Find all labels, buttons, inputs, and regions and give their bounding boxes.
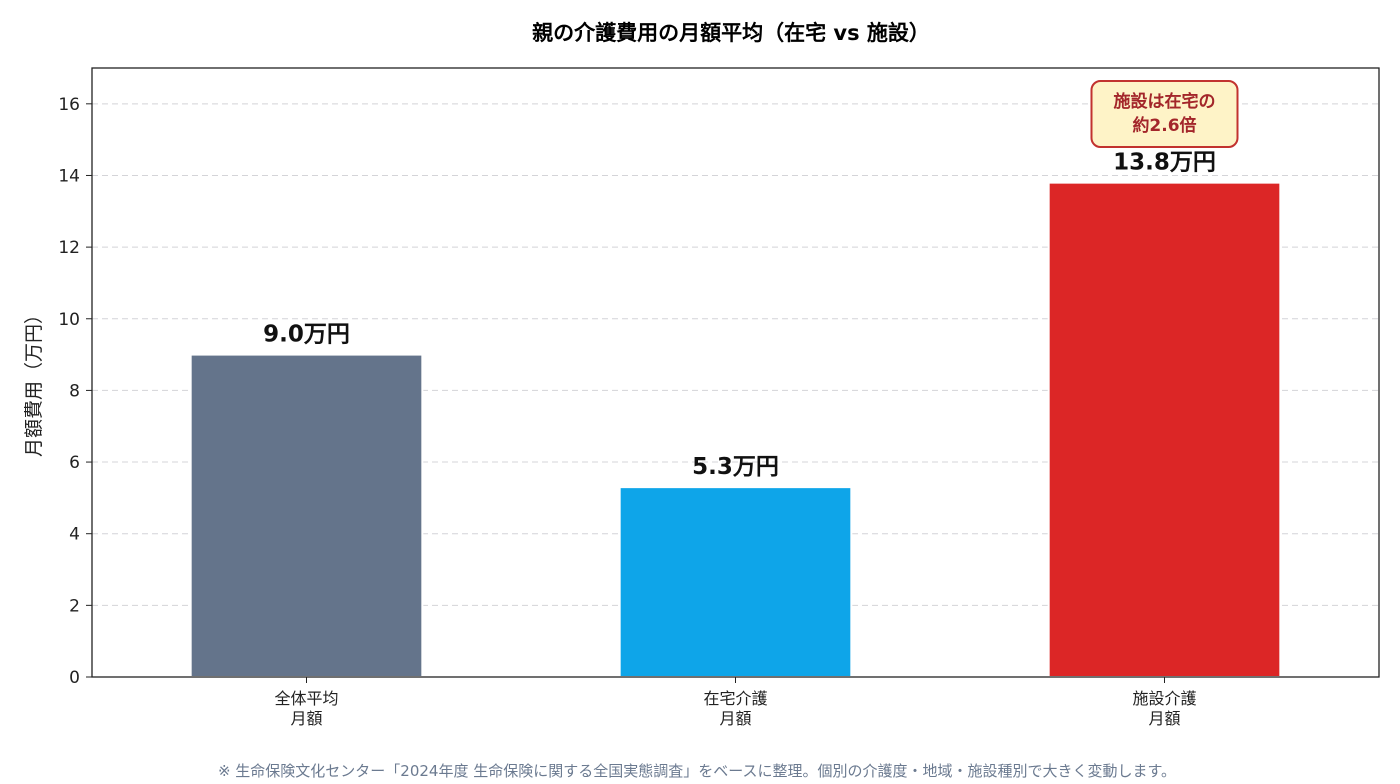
y-tick-label: 12 <box>58 238 80 258</box>
y-axis-label: 月額費用（万円） <box>23 305 45 457</box>
bar <box>618 486 853 678</box>
chart-title: 親の介護費用の月額平均（在宅 vs 施設） <box>532 21 930 45</box>
y-tick-label: 4 <box>69 525 80 545</box>
y-tick-label: 14 <box>58 166 80 186</box>
y-tick-label: 6 <box>69 453 80 473</box>
bar-value-label: 9.0万円 <box>263 322 350 348</box>
y-tick-label: 10 <box>58 310 80 330</box>
bar <box>1047 181 1282 679</box>
annotation-text: 施設は在宅の約2.6倍 <box>1114 91 1216 136</box>
x-axis-categories: 全体平均月額 在宅介護月額 施設介護月額 <box>274 677 1197 728</box>
plot-frame <box>91 67 1380 678</box>
annotation-box <box>1090 80 1239 148</box>
y-tick-label: 8 <box>69 381 80 401</box>
x-category-label: 在宅介護月額 <box>703 689 767 728</box>
x-category-label: 施設介護月額 <box>1132 689 1196 728</box>
value-labels: 9.0万円 5.3万円 13.8万円 <box>263 150 1216 480</box>
y-tick-label: 16 <box>58 95 80 115</box>
bars <box>189 181 1282 679</box>
source-note: ※ 生命保険文化センター「2024年度 生命保険に関する全国実態調査」をベースに… <box>218 762 1176 780</box>
y-tick-label: 2 <box>69 596 80 616</box>
ratio-annotation: 施設は在宅の約2.6倍 <box>1090 80 1239 148</box>
x-category-label: 全体平均月額 <box>274 689 338 728</box>
bar-value-label: 5.3万円 <box>692 454 779 480</box>
y-tick-label: 0 <box>69 668 80 688</box>
bar <box>189 353 424 678</box>
bar-value-label: 13.8万円 <box>1113 150 1216 176</box>
y-axis-ticks: 0 2 4 6 8 10 12 14 16 <box>58 95 92 688</box>
